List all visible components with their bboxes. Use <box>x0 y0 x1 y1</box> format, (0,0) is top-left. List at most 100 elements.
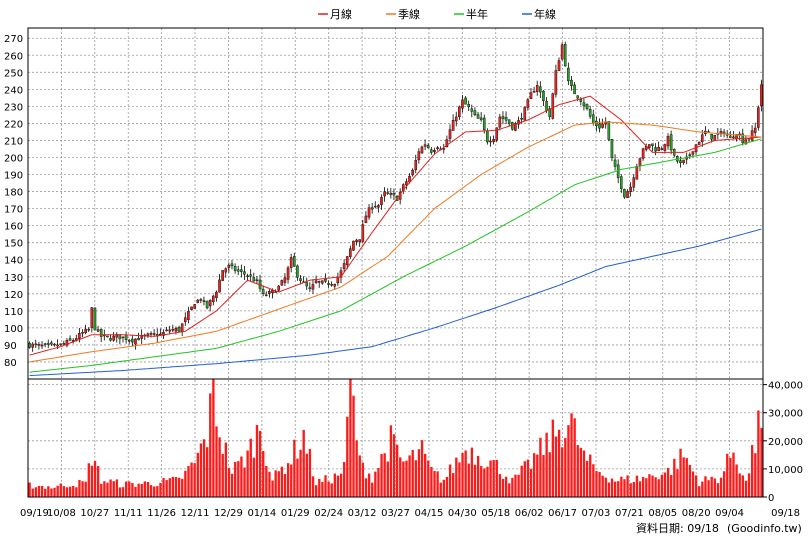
volume-bar <box>495 459 498 497</box>
volume-bar <box>760 427 763 497</box>
volume-bar <box>333 473 337 497</box>
volume-bar <box>395 444 399 497</box>
x-tick-label-16: 06/17 <box>548 508 577 519</box>
price-tick-180: 180 <box>4 188 23 199</box>
volume-bar <box>68 486 72 497</box>
candle-body <box>710 133 713 140</box>
candle-body <box>507 119 511 125</box>
volume-bar <box>371 482 374 497</box>
volume-bar <box>146 482 150 497</box>
volume-bar <box>423 453 427 497</box>
volume-bar <box>184 470 187 497</box>
volume-bar <box>53 487 56 497</box>
volume-bar <box>523 461 526 497</box>
candle-body <box>252 277 256 282</box>
candle-body <box>467 103 470 108</box>
ma-line-1 <box>29 121 762 363</box>
price-grid <box>27 28 764 497</box>
volume-bar <box>121 487 125 497</box>
candle-body <box>691 151 695 155</box>
candle-body <box>635 165 639 180</box>
volume-bar <box>134 486 137 497</box>
volume-bar <box>754 453 757 497</box>
volume-bar <box>103 481 106 497</box>
volume-bar <box>72 485 75 497</box>
volume-bar <box>579 447 583 497</box>
volume-tick-2: 20,000 <box>768 437 803 448</box>
candle-body <box>464 97 467 105</box>
volume-bar <box>704 476 707 497</box>
volume-bar <box>277 471 280 497</box>
volume-bar <box>262 450 265 497</box>
price-tick-230: 230 <box>4 102 23 113</box>
candle-body <box>274 291 277 293</box>
candle-body <box>311 284 315 290</box>
legend-label-2: 半年 <box>466 7 488 21</box>
volume-bar <box>436 471 439 497</box>
legend-label-1: 季線 <box>398 7 420 21</box>
candle-body <box>679 160 682 164</box>
candle-body <box>177 327 181 332</box>
volume-bar <box>536 454 539 497</box>
candle-body <box>187 311 190 320</box>
volume-bar <box>149 485 153 497</box>
candle-body <box>557 60 561 71</box>
volume-bar <box>433 471 436 497</box>
volume-bar <box>732 452 735 497</box>
volume-bar <box>389 425 393 497</box>
volume-bar <box>489 460 492 497</box>
chart-frames <box>27 27 764 498</box>
volume-bar <box>707 480 710 497</box>
candle-body <box>171 329 175 331</box>
volume-bar <box>620 476 623 497</box>
candle-body <box>442 148 446 150</box>
volume-bar <box>243 467 246 497</box>
price-tick-260: 260 <box>4 51 23 62</box>
candle-body <box>333 283 337 287</box>
candle-body <box>314 280 318 283</box>
candle-body <box>71 340 75 342</box>
volume-bar <box>501 478 505 497</box>
moving-averages <box>29 95 762 377</box>
candle-body <box>149 333 153 335</box>
volume-bar <box>364 478 368 497</box>
candle-body <box>193 304 196 309</box>
x-tick-label-8: 01/29 <box>281 508 310 519</box>
candle-body <box>380 197 383 205</box>
volume-bar <box>713 478 716 497</box>
volume-bar <box>648 474 651 497</box>
volume-bar <box>592 464 595 497</box>
candle-body <box>532 91 536 93</box>
volume-bar <box>162 477 165 497</box>
candle-body <box>342 263 346 269</box>
volume-bar <box>352 395 355 497</box>
volume-bar <box>651 475 654 497</box>
candle-body <box>361 224 365 242</box>
source-label: (Goodinfo.tw) <box>727 522 802 535</box>
price-tick-110: 110 <box>4 307 23 318</box>
volume-bar <box>249 438 252 497</box>
volume-bar <box>452 473 455 497</box>
candle-body <box>563 44 567 67</box>
candle-body <box>37 343 41 346</box>
volume-bar <box>268 471 271 497</box>
volume-bar <box>567 425 570 497</box>
volume-bar <box>688 464 692 497</box>
volume-bar <box>573 418 576 497</box>
volume-bar <box>202 439 206 497</box>
volume-bar <box>361 462 365 497</box>
candle-body <box>451 119 455 131</box>
volume-bar <box>548 452 551 497</box>
volume-bar <box>143 481 147 497</box>
volume-bar <box>517 474 520 497</box>
volume-bar <box>657 479 660 497</box>
volume-bar <box>670 475 673 497</box>
volume-bar <box>660 474 664 497</box>
candle-body <box>548 108 551 117</box>
candle-body <box>638 158 642 166</box>
price-tick-160: 160 <box>4 222 23 233</box>
candle-body <box>461 99 464 109</box>
candle-body <box>261 289 265 294</box>
candle-body <box>620 176 623 189</box>
volume-bar <box>464 450 467 497</box>
